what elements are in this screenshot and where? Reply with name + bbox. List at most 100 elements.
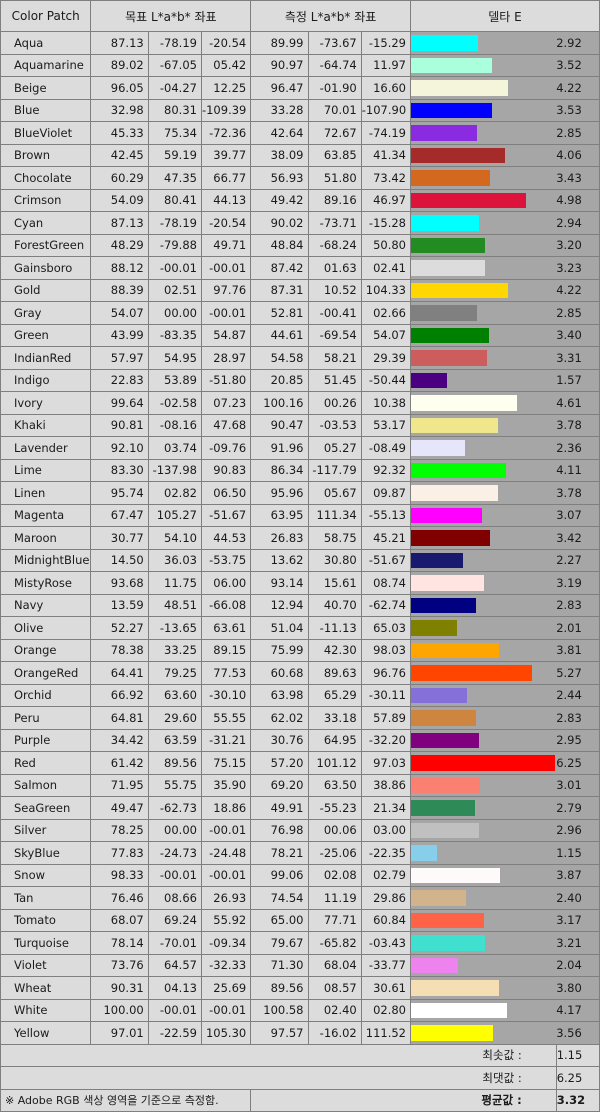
target-a: 04.13 — [147, 976, 202, 1000]
delta-e-value: 3.80 — [556, 976, 600, 1000]
delta-e-value: 1.57 — [556, 368, 600, 392]
delta-e-color-bar — [411, 575, 484, 591]
measured-b: -32.20 — [360, 728, 412, 752]
target-b: 06.00 — [200, 571, 252, 595]
table-row: IndianRed 57.97 54.95 28.97 54.58 58.21 29.39 3… — [0, 346, 600, 370]
target-b: 90.83 — [200, 458, 252, 482]
delta-e-bar-cell — [410, 751, 557, 775]
delta-e-bar-cell — [410, 278, 557, 302]
delta-e-color-bar — [411, 192, 526, 208]
target-b: 44.13 — [200, 188, 252, 212]
target-a: 33.25 — [147, 638, 202, 662]
delta-e-bar-cell — [410, 863, 557, 887]
measured-l: 97.57 — [250, 1021, 309, 1045]
target-a: -02.58 — [147, 391, 202, 415]
target-l: 93.68 — [90, 571, 149, 595]
measured-a: 72.67 — [307, 121, 362, 145]
measured-a: 00.06 — [307, 818, 362, 842]
measured-l: 79.67 — [250, 931, 309, 955]
target-l: 13.59 — [90, 593, 149, 617]
delta-e-value: 3.20 — [556, 233, 600, 257]
target-l: 60.29 — [90, 166, 149, 190]
target-a: -13.65 — [147, 616, 202, 640]
table-row: Tan 76.46 08.66 26.93 74.54 11.19 29.86 2.40 — [0, 886, 600, 910]
target-b: -00.01 — [200, 256, 252, 280]
measured-b: 104.33 — [360, 278, 412, 302]
delta-e-color-bar — [411, 620, 457, 636]
color-name: Tan — [0, 886, 92, 910]
delta-e-color-bar — [411, 485, 498, 501]
delta-e-bar-cell — [410, 548, 557, 572]
delta-e-color-bar — [411, 912, 484, 928]
delta-e-value: 4.11 — [556, 458, 600, 482]
measured-a: 51.45 — [307, 368, 362, 392]
delta-e-color-bar — [411, 1025, 493, 1041]
measured-b: 29.39 — [360, 346, 412, 370]
target-a: 63.59 — [147, 728, 202, 752]
delta-e-value: 3.23 — [556, 256, 600, 280]
delta-e-color-bar — [411, 80, 508, 96]
measured-l: 56.93 — [250, 166, 309, 190]
target-b: 12.25 — [200, 76, 252, 100]
delta-e-color-bar — [411, 732, 479, 748]
measured-b: 02.80 — [360, 998, 412, 1022]
target-a: 55.75 — [147, 773, 202, 797]
measured-l: 38.09 — [250, 143, 309, 167]
delta-e-value: 2.85 — [556, 121, 600, 145]
target-l: 71.95 — [90, 773, 149, 797]
measured-a: 58.75 — [307, 526, 362, 550]
target-a: -137.98 — [147, 458, 202, 482]
color-name: BlueViolet — [0, 121, 92, 145]
table-row: BlueViolet 45.33 75.34 -72.36 42.64 72.67 -74.… — [0, 121, 600, 145]
delta-e-bar-cell — [410, 458, 557, 482]
delta-e-color-bar — [411, 800, 475, 816]
header-measured-lab: 측정 L*a*b* 좌표 — [250, 0, 411, 32]
target-b: -51.67 — [200, 503, 252, 527]
measured-b: 30.61 — [360, 976, 412, 1000]
measured-l: 90.97 — [250, 53, 309, 77]
delta-e-bar-cell — [410, 683, 557, 707]
measured-l: 57.20 — [250, 751, 309, 775]
table-row: Beige 96.05 -04.27 12.25 96.47 -01.90 16.60 4.2… — [0, 76, 600, 100]
delta-e-bar-cell — [410, 211, 557, 235]
table-row: Purple 34.42 63.59 -31.21 30.76 64.95 -32.20 2.… — [0, 728, 600, 752]
color-name: Snow — [0, 863, 92, 887]
delta-e-value: 3.21 — [556, 931, 600, 955]
delta-e-color-bar — [411, 597, 476, 613]
table-row: Brown 42.45 59.19 39.77 38.09 63.85 41.34 4.06 — [0, 143, 600, 167]
measured-a: 11.19 — [307, 886, 362, 910]
measured-b: 41.34 — [360, 143, 412, 167]
delta-e-color-bar — [411, 350, 487, 366]
measured-b: -50.44 — [360, 368, 412, 392]
measured-a: -00.41 — [307, 301, 362, 325]
target-a: 59.19 — [147, 143, 202, 167]
target-b: -66.08 — [200, 593, 252, 617]
target-a: 75.34 — [147, 121, 202, 145]
target-l: 48.29 — [90, 233, 149, 257]
measured-l: 100.16 — [250, 391, 309, 415]
delta-e-color-bar — [411, 170, 490, 186]
delta-e-value: 3.53 — [556, 98, 600, 122]
target-a: -67.05 — [147, 53, 202, 77]
table-row: Lavender 92.10 03.74 -09.76 91.96 05.27 -08.49… — [0, 436, 600, 460]
min-label: 최솟값 : — [0, 1043, 557, 1067]
delta-e-color-bar — [411, 890, 466, 906]
table-row: Green 43.99 -83.35 54.87 44.61 -69.54 54.07 3.4… — [0, 323, 600, 347]
delta-e-color-bar — [411, 755, 555, 771]
color-name: MistyRose — [0, 571, 92, 595]
delta-e-value: 2.01 — [556, 616, 600, 640]
target-l: 77.83 — [90, 841, 149, 865]
delta-e-color-bar — [411, 957, 458, 973]
delta-e-value: 3.17 — [556, 908, 600, 932]
measured-l: 20.85 — [250, 368, 309, 392]
color-name: Gold — [0, 278, 92, 302]
measured-b: -55.13 — [360, 503, 412, 527]
color-name: Silver — [0, 818, 92, 842]
delta-e-bar-cell — [410, 121, 557, 145]
target-b: 54.87 — [200, 323, 252, 347]
table-row: Gray 54.07 00.00 -00.01 52.81 -00.41 02.66 2.85 — [0, 301, 600, 325]
delta-e-value: 3.56 — [556, 1021, 600, 1045]
header-color-patch: Color Patch — [0, 0, 92, 32]
delta-e-value: 2.95 — [556, 728, 600, 752]
delta-e-bar-cell — [410, 391, 557, 415]
